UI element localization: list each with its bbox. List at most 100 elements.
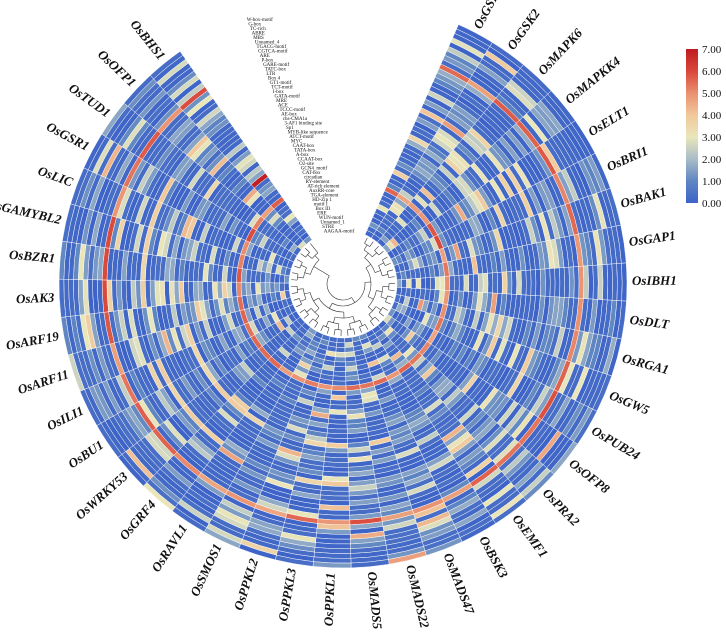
motif-label: AAGAA-motif — [324, 230, 355, 235]
dendrogram-branch — [375, 317, 379, 321]
heatmap-cell — [284, 275, 289, 283]
dendrogram-branch — [309, 319, 313, 324]
heatmap-cell — [406, 279, 411, 288]
gene-label: OsDLT — [629, 312, 671, 332]
dendrogram-branch — [353, 317, 355, 323]
dendrogram-branch — [294, 266, 300, 268]
dendrogram-branch — [369, 315, 373, 320]
dendrogram-branch — [294, 298, 300, 300]
gene-label: OsGAP1 — [628, 228, 677, 249]
motif-label: MYC — [291, 140, 303, 145]
gene-label: OsBHS1 — [128, 17, 169, 63]
dendrogram-branch — [370, 242, 373, 247]
dendrogram-branch — [389, 277, 395, 278]
dendrogram-branch — [301, 265, 306, 267]
motif-label: ATCT-motif — [289, 135, 314, 140]
gene-label: OsLIC — [36, 163, 75, 190]
dendrogram-branch — [379, 312, 384, 316]
legend-tick-label: 3.00 — [702, 132, 722, 144]
motif-label: ABRE — [252, 31, 265, 36]
dendrogram-branch — [387, 296, 393, 298]
motif-label: MRE — [276, 99, 287, 104]
heatmap-cell — [598, 265, 603, 300]
heatmap-cell — [284, 283, 289, 291]
motif-label: Box 4 — [268, 77, 281, 82]
dendrogram-branch — [350, 323, 351, 329]
gene-label: OsAK3 — [16, 290, 55, 307]
motif-label: GCN4_motif — [301, 167, 328, 172]
motif-label: Sp1 — [286, 126, 294, 131]
dendrogram-branch — [307, 308, 312, 312]
dendrogram-branch — [334, 329, 335, 335]
gene-label: OsMAPKK4 — [562, 53, 623, 107]
gene-label: OsIBH1 — [632, 273, 677, 288]
dendrogram-branch — [327, 328, 329, 334]
gene-label: OsTUD1 — [66, 80, 113, 120]
motif-label: TGA-element — [311, 194, 339, 199]
dendrogram-branch — [382, 257, 387, 260]
motif-label: TCT-motif — [271, 86, 293, 91]
heatmap-cell — [332, 385, 346, 390]
motif-label: TGACG-motif — [257, 45, 287, 50]
gene-label: OsOFP8 — [566, 456, 613, 497]
motif-label: CAAT-box — [293, 144, 315, 149]
motif-label: circadian — [304, 176, 323, 181]
gene-label: OsSMOS1 — [187, 541, 225, 598]
gene-label: OsBRI1 — [604, 143, 650, 174]
heatmap-cell — [217, 282, 223, 299]
dendrogram-branch — [347, 330, 348, 336]
dendrogram-branch — [366, 264, 371, 267]
heatmap-cell — [583, 266, 588, 299]
motif-label: MBS — [253, 36, 264, 41]
heatmap-cell — [326, 438, 347, 444]
heatmap-cell — [588, 265, 593, 299]
heatmap-cell — [335, 352, 345, 357]
dendrogram-branch — [315, 256, 319, 260]
motif-label: GT1-motif — [270, 81, 292, 86]
dendrogram-branch — [297, 260, 302, 263]
heatmap-cell — [345, 337, 353, 342]
dendrogram-branch — [370, 321, 374, 326]
dendrogram-joint — [332, 282, 365, 306]
heatmap-cell — [270, 283, 275, 293]
heatmap-cell — [335, 357, 345, 362]
motif-label: I-box — [273, 90, 284, 95]
dendrogram-branch — [381, 297, 387, 299]
heatmap-cell — [526, 270, 531, 295]
motif-label: TATA-box — [294, 149, 316, 154]
dendrogram-branch — [326, 321, 328, 327]
heatmap-cell — [326, 443, 348, 449]
gene-label: OsRGA1 — [621, 350, 671, 377]
legend-tick-label: 1.00 — [702, 176, 722, 188]
motif-label: A-box — [296, 153, 309, 158]
legend-colorbar — [686, 49, 698, 203]
color-legend: 7.006.005.004.003.002.001.000.00 — [686, 44, 722, 210]
dendrogram-branch — [365, 324, 368, 329]
heatmap-cell — [578, 266, 583, 298]
heatmap-cell — [232, 282, 238, 297]
heatmap-cell — [332, 381, 346, 386]
dendrogram-branch — [292, 292, 298, 293]
heatmap-cell — [329, 414, 347, 420]
heatmap-cell — [459, 275, 464, 291]
gene-label: OsPRA2 — [540, 485, 583, 529]
gene-label: OsOFP1 — [95, 47, 139, 90]
motif-label: TCCC-motif — [279, 108, 305, 113]
heatmap-cell — [593, 265, 598, 299]
heatmap-cell — [333, 371, 345, 376]
dendrogram-branch — [364, 238, 367, 243]
motif-label: G-box — [248, 22, 261, 27]
heatmap-cell — [550, 268, 555, 297]
heatmap-cell — [329, 409, 347, 414]
gene-label: OsILI1 — [44, 403, 86, 434]
heatmap-cell — [473, 274, 478, 292]
gene-label: OsGRF4 — [116, 496, 159, 542]
gene-label: OsARF11 — [16, 366, 71, 397]
heatmap-cell — [555, 268, 560, 297]
motif-label: TATC-box — [265, 68, 287, 73]
dendrogram-branch — [389, 290, 395, 291]
dendrogram-branch — [375, 246, 379, 250]
gene-label: OsARF19 — [5, 328, 61, 353]
